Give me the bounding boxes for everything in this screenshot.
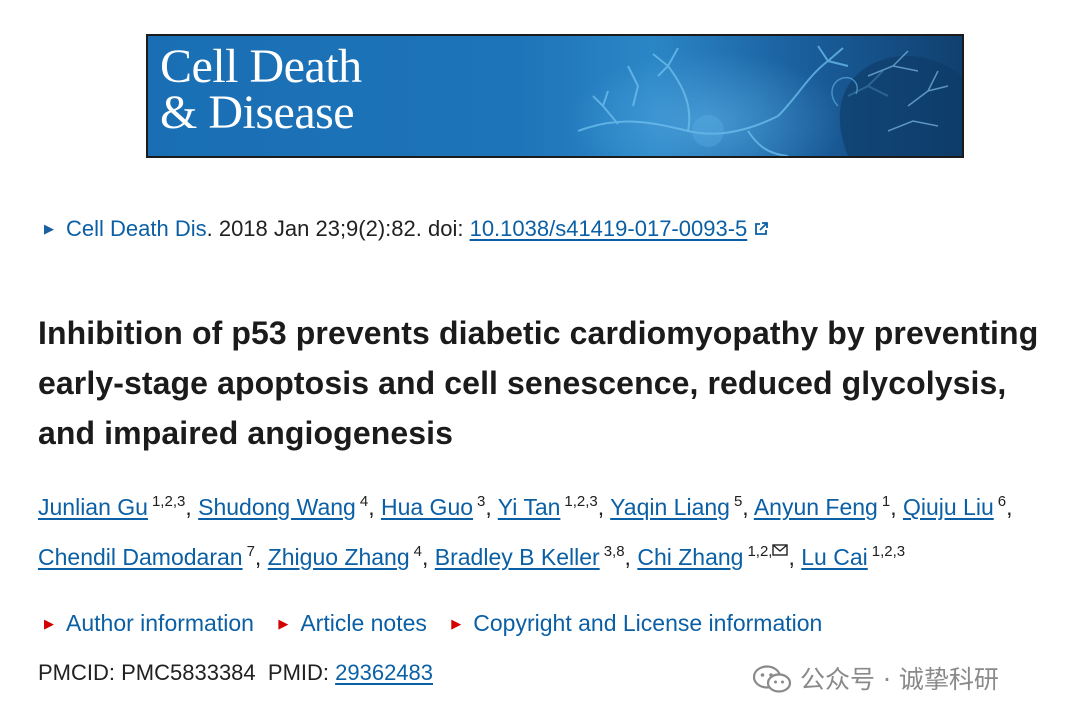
article-title: Inhibition of p53 prevents diabetic card…: [38, 315, 1039, 451]
triangle-right-icon[interactable]: ▶: [44, 221, 54, 236]
author-affiliation: 5: [733, 493, 743, 510]
author-affiliation: 1: [881, 493, 891, 510]
journal-title-line2: & Disease: [160, 86, 355, 139]
author-link[interactable]: Yi Tan: [497, 494, 561, 520]
author-affiliation: 6: [997, 493, 1007, 510]
author-link[interactable]: Shudong Wang: [198, 494, 356, 520]
author-affiliation: 3: [477, 493, 486, 510]
author-affiliation: 4: [413, 543, 422, 560]
doi-link[interactable]: 10.1038/s41419-017-0093-5: [469, 216, 748, 241]
journal-title: Cell Death & Disease: [160, 43, 362, 139]
triangle-right-icon: ▶: [451, 616, 462, 631]
copyright-label: Copyright and License information: [473, 610, 823, 636]
author-information-toggle[interactable]: ▶ Author information: [44, 610, 254, 637]
pmcid: PMCID: PMC5833384: [38, 660, 256, 685]
watermark: 公众号 · 诚挚科研: [752, 660, 999, 696]
copyright-toggle[interactable]: ▶ Copyright and License information: [451, 610, 822, 637]
watermark-text: 公众号 · 诚挚科研: [800, 665, 999, 694]
author-affiliation: 1,2,: [747, 543, 789, 560]
author-affiliation: 4: [359, 493, 369, 510]
journal-link[interactable]: Cell Death Dis: [66, 216, 207, 241]
citation-line: ▶ Cell Death Dis. 2018 Jan 23;9(2):82. do…: [44, 216, 769, 242]
author-link[interactable]: Bradley B Keller: [434, 544, 600, 570]
article-notes-label: Article notes: [300, 610, 427, 636]
article-identifiers: PMCID: PMC5833384 PMID: 29362483: [38, 660, 433, 686]
author-link[interactable]: Hua Guo: [380, 494, 474, 520]
pmid-label: PMID:: [267, 660, 336, 685]
citation-details: . 2018 Jan 23;9(2):82. doi:: [206, 216, 470, 241]
author-link[interactable]: Chi Zhang: [637, 544, 744, 570]
author-link[interactable]: Anyun Feng: [753, 494, 878, 520]
wechat-icon: [752, 665, 792, 693]
external-link-icon[interactable]: [753, 221, 769, 237]
author-affiliation: 1,2,3: [871, 543, 906, 560]
triangle-right-icon: ▶: [278, 616, 289, 631]
author-link[interactable]: Lu Cai: [801, 544, 868, 570]
journal-title-line1: Cell Death: [160, 40, 362, 93]
author-affiliation: 7: [246, 543, 255, 560]
article-notes-toggle[interactable]: ▶ Article notes: [278, 610, 427, 637]
author-link[interactable]: Qiuju Liu: [902, 494, 994, 520]
author-affiliation-text: 1,2,: [747, 543, 773, 560]
pmid-link[interactable]: 29362483: [335, 660, 434, 685]
author-information-label: Author information: [66, 610, 254, 636]
article-info-toggles: ▶ Author information ▶ Article notes ▶ Copy…: [44, 610, 840, 637]
author-link[interactable]: Yaqin Liang: [610, 494, 730, 520]
journal-banner: Cell Death & Disease: [146, 34, 964, 158]
author-affiliation: 1,2,3: [151, 493, 186, 510]
author-link[interactable]: Zhiguo Zhang: [267, 544, 410, 570]
banner-neuron-artwork: [568, 45, 962, 156]
envelope-icon[interactable]: [772, 544, 789, 556]
author-affiliation: 3,8: [603, 543, 625, 560]
author-affiliation: 1,2,3: [564, 493, 598, 510]
author-list: Junlian Gu 1,2,3, Shudong Wang 4, Hua Guo 3…: [38, 493, 1013, 570]
triangle-right-icon: ▶: [44, 616, 54, 631]
author-link[interactable]: Junlian Gu: [38, 494, 148, 520]
author-link[interactable]: Chendil Damodaran: [38, 544, 243, 570]
